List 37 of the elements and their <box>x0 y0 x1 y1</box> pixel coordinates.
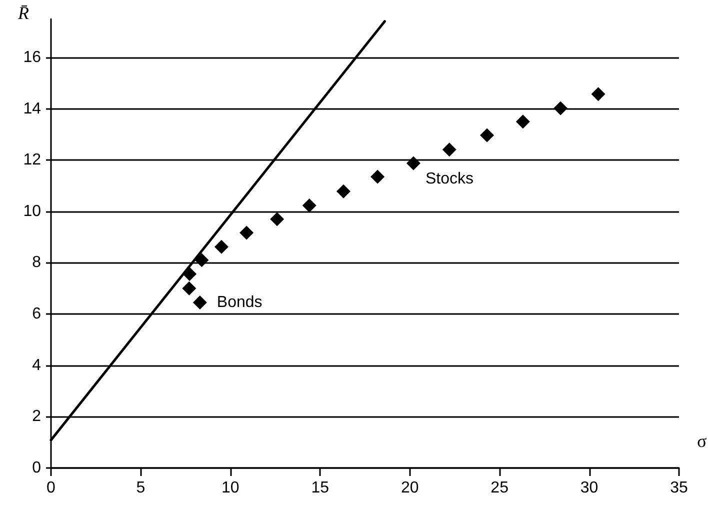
point <box>516 114 530 129</box>
point <box>214 240 228 254</box>
x-axis-title: σ <box>697 431 707 451</box>
y-tick-label: 6 <box>32 306 42 323</box>
annotation: Stocks <box>425 170 474 188</box>
point <box>591 87 606 102</box>
y-tick-label: 4 <box>32 356 42 374</box>
y-tick-label: 14 <box>23 100 42 118</box>
point <box>302 198 316 213</box>
x-tick-label: 25 <box>490 480 509 496</box>
point <box>442 142 456 157</box>
y-tick-label: 2 <box>32 408 42 426</box>
x-tick-label: 0 <box>46 480 56 496</box>
x-tick-label: 15 <box>311 480 330 496</box>
annotation: Bonds <box>216 294 262 312</box>
x-tick-label: 20 <box>400 480 419 496</box>
y-tick-label: 16 <box>23 48 42 66</box>
x-tick-label: 35 <box>670 480 688 496</box>
y-axis-title: R̄ <box>17 3 29 23</box>
y-tick-label: 8 <box>32 254 42 272</box>
point <box>182 267 197 282</box>
x-tick-label: 5 <box>136 480 146 496</box>
y-tick-label: 0 <box>32 460 42 476</box>
point <box>182 281 196 296</box>
point <box>270 212 284 226</box>
point <box>370 170 385 184</box>
point <box>554 101 568 116</box>
point <box>480 128 494 142</box>
point <box>336 184 350 198</box>
point <box>406 156 420 170</box>
point <box>194 253 209 268</box>
x-tick-label: 30 <box>580 480 598 496</box>
y-tick-label: 10 <box>23 202 42 220</box>
point <box>192 296 207 310</box>
x-tick-label: 10 <box>222 480 240 496</box>
point <box>240 226 254 240</box>
y-tick-label: 12 <box>23 152 42 169</box>
